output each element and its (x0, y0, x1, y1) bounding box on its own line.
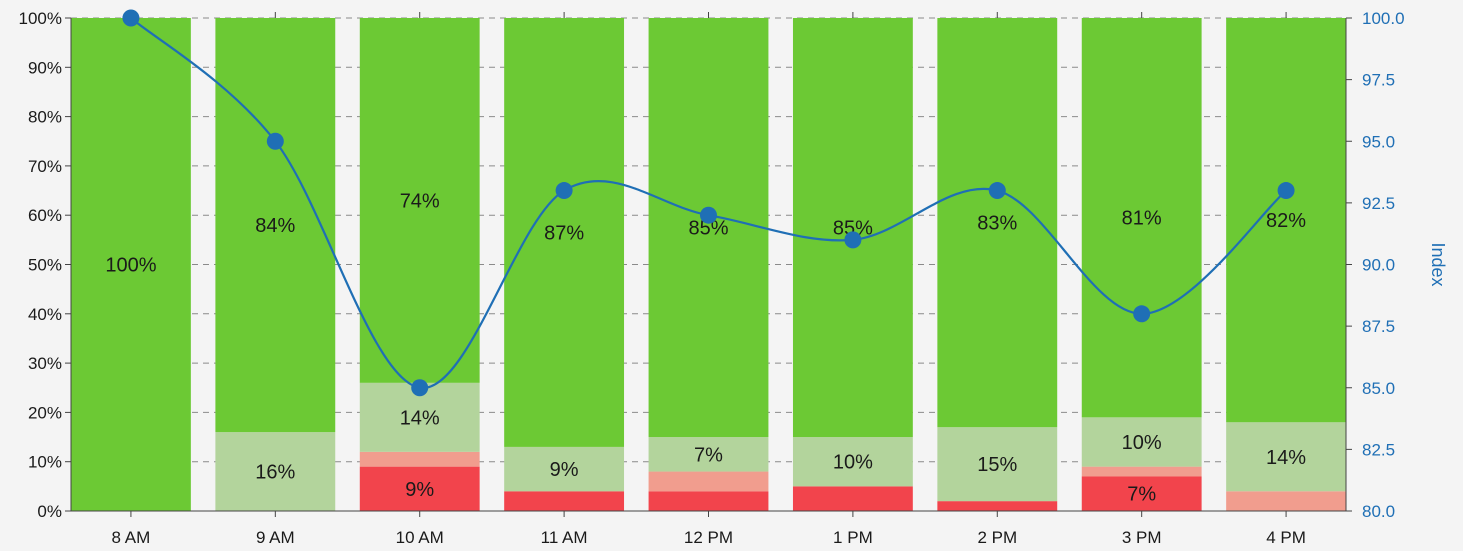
index-point (266, 132, 284, 150)
bar-segment (648, 18, 769, 438)
segment-label: 83% (977, 213, 1017, 235)
segment-label: 82% (1266, 210, 1306, 232)
x-tick-label: 3 PM (1122, 528, 1162, 547)
x-tick-label: 8 AM (112, 528, 151, 547)
left-tick-label: 30% (28, 354, 62, 373)
bar-segment (504, 446, 625, 492)
bar-segment (648, 471, 769, 492)
bar-segment (504, 491, 625, 511)
left-tick-label: 60% (28, 206, 62, 225)
bar-segment (1081, 417, 1202, 467)
left-tick-label: 20% (28, 403, 62, 422)
bar-segment (359, 466, 480, 511)
bar-segment (1226, 491, 1346, 511)
bar-segment (359, 18, 480, 383)
index-point (122, 9, 140, 27)
segment-label: 74% (400, 190, 440, 212)
bar-segment (1081, 466, 1202, 477)
bar-segment (937, 501, 1058, 511)
segment-label: 9% (550, 459, 579, 481)
segment-label: 85% (688, 218, 728, 240)
index-point (1133, 305, 1151, 323)
bar-segment (648, 437, 769, 472)
right-tick-label: 85.0 (1362, 379, 1395, 398)
right-tick-label: 90.0 (1362, 256, 1395, 275)
x-tick-label: 2 PM (977, 528, 1017, 547)
bar-segment (792, 437, 913, 487)
segment-label: 15% (977, 454, 1017, 476)
axes: 0% 10% 20% 30% 40% 50% 60% 70% 80% 90% 100% 80.0 82.… (19, 9, 1405, 547)
right-tick-label: 87.5 (1362, 317, 1395, 336)
bar-segment (937, 427, 1058, 502)
bar-segment (1081, 18, 1202, 418)
right-tick-label: 95.0 (1362, 132, 1395, 151)
segment-label: 7% (694, 444, 723, 466)
index-point (988, 182, 1006, 200)
x-tick-label: 12 PM (684, 528, 733, 547)
segment-label: 100% (105, 255, 156, 277)
bar-segment (215, 18, 336, 433)
index-point (411, 379, 429, 397)
segment-label: 10% (833, 452, 873, 474)
segment-label: 9% (405, 479, 434, 501)
right-tick-label: 92.5 (1362, 194, 1395, 213)
bar-segment (648, 491, 769, 511)
bar-segment (1226, 422, 1346, 492)
left-tick-label: 90% (28, 58, 62, 77)
index-line-path (130, 17, 1287, 389)
left-tick-label: 0% (37, 502, 62, 521)
segment-label: 7% (1127, 484, 1156, 506)
left-tick-label: 50% (28, 256, 62, 275)
segment-label: 10% (1122, 432, 1162, 454)
left-tick-label: 40% (28, 305, 62, 324)
x-tick-label: 11 AM (541, 528, 588, 547)
segment-labels: 100% 16% 84% 9% 14% 74% 9% 87% 7% 85% 10% 85% 15% 83%… (105, 190, 1306, 505)
segment-label: 16% (255, 462, 295, 484)
bar-segment (359, 451, 480, 467)
x-tick-label: 1 PM (833, 528, 873, 547)
bar-segment (792, 486, 913, 511)
segment-label: 14% (1266, 447, 1306, 469)
bar-segment (215, 432, 336, 511)
left-tick-label: 80% (28, 108, 62, 127)
bar-segment (937, 18, 1058, 428)
bar-stacks (71, 18, 1346, 511)
segment-label: 14% (400, 407, 440, 429)
bar-segment (1081, 476, 1202, 511)
segment-label: 81% (1122, 208, 1162, 230)
segment-label: 87% (544, 222, 584, 244)
index-point (700, 206, 717, 224)
bar-segment (71, 18, 191, 511)
index-line (122, 9, 1295, 397)
index-point (1277, 182, 1295, 200)
index-point (844, 231, 862, 249)
segment-label: 85% (833, 218, 873, 240)
right-axis-title: Index (1428, 242, 1448, 286)
right-tick-label: 97.5 (1362, 71, 1395, 90)
segment-label: 84% (255, 215, 295, 237)
right-tick-label: 80.0 (1362, 502, 1395, 521)
bar-segment (504, 18, 625, 447)
index-point (555, 182, 573, 200)
left-tick-label: 100% (19, 9, 62, 28)
x-tick-label: 4 PM (1266, 528, 1306, 547)
right-tick-label: 100.0 (1362, 9, 1405, 28)
x-tick-label: 10 AM (396, 528, 444, 547)
bar-segment (1226, 18, 1346, 423)
left-tick-label: 10% (28, 453, 62, 472)
left-tick-label: 70% (28, 157, 62, 176)
right-tick-label: 82.5 (1362, 440, 1395, 459)
x-tick-label: 9 AM (256, 528, 295, 547)
